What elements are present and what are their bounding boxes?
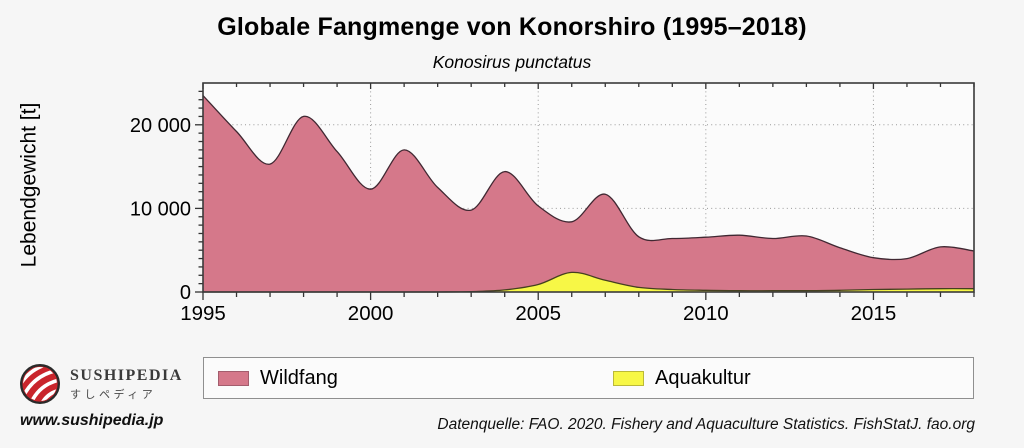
chart-title: Globale Fangmenge von Konorshiro (1995–2… [217,13,807,41]
x-tick-label: 2005 [515,302,561,325]
y-tick-label: 10 000 [130,198,191,220]
wildfang-swatch [218,370,249,386]
chart-canvas: 0 10 000 20 000 1995 2000 2005 2010 2015 [130,82,975,325]
aquakultur-swatch [613,370,644,386]
wildfang-label: Wildfang [260,366,338,389]
legend-item-wildfang: Wildfang [218,358,338,398]
brand-block: SUSHIPEDIA すしペディア [18,362,183,406]
x-tick-label: 2000 [348,302,394,325]
legend-item-aquakultur: Aquakultur [613,358,751,398]
y-tick-label: 0 [180,282,191,304]
legend-box: Wildfang Aquakultur [203,357,974,399]
sushipedia-logo-icon [18,362,62,406]
aquakultur-label: Aquakultur [655,366,751,389]
brand-url: www.sushipedia.jp [20,412,164,429]
x-tick-label: 2010 [683,302,729,325]
chart-subtitle: Konosirus punctatus [432,52,592,72]
brand-name: SUSHIPEDIA [70,366,183,384]
y-tick-label: 20 000 [130,115,191,137]
data-source-citation: Datenquelle: FAO. 2020. Fishery and Aqua… [437,416,975,433]
x-tick-label: 2015 [851,302,897,325]
x-tick-label: 1995 [180,302,226,325]
brand-name-japanese: すしペディア [70,388,157,401]
